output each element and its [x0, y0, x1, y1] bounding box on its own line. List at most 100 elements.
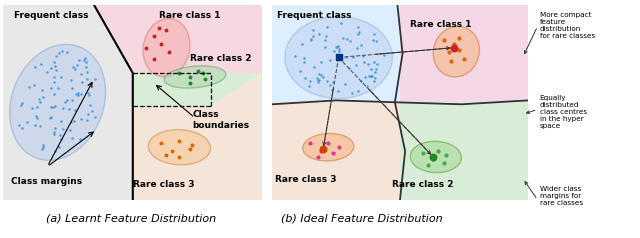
Point [174, 139, 184, 143]
Point [31, 105, 42, 109]
Point [56, 75, 66, 79]
Text: Wider class
margins for
rare classes: Wider class margins for rare classes [540, 186, 582, 206]
Point [345, 40, 355, 43]
Point [76, 92, 86, 95]
Point [84, 93, 94, 97]
Point [54, 133, 65, 137]
Point [81, 70, 92, 74]
Point [185, 81, 195, 85]
Point [360, 75, 370, 79]
Point [438, 161, 449, 165]
Text: Rare class 1: Rare class 1 [159, 11, 220, 20]
Point [47, 105, 58, 109]
Point [428, 157, 438, 161]
Point [29, 83, 39, 87]
Point [423, 163, 433, 167]
Point [86, 109, 97, 113]
Point [36, 147, 47, 151]
Point [62, 98, 72, 102]
Point [42, 70, 52, 74]
Point [333, 44, 343, 48]
Point [441, 153, 451, 157]
Text: Rare class 2: Rare class 2 [392, 180, 454, 189]
Point [307, 37, 317, 41]
Point [323, 141, 333, 145]
Point [45, 115, 56, 119]
Point [49, 92, 60, 95]
Point [327, 89, 337, 92]
Point [51, 68, 61, 72]
Point [369, 32, 380, 36]
Point [65, 128, 75, 132]
Point [347, 91, 357, 94]
Point [72, 63, 82, 66]
Text: Frequent class: Frequent class [277, 11, 351, 20]
Point [316, 60, 326, 64]
Point [328, 151, 339, 155]
Point [319, 39, 330, 42]
Point [81, 65, 92, 69]
Text: More compact
feature
distribution
for rare classes: More compact feature distribution for ra… [540, 12, 595, 39]
Point [300, 76, 310, 80]
Point [305, 141, 316, 145]
Point [188, 143, 198, 147]
Ellipse shape [285, 16, 392, 99]
Point [314, 78, 324, 82]
Point [329, 49, 339, 53]
Point [309, 65, 319, 69]
Point [348, 55, 358, 59]
Point [161, 28, 172, 32]
Polygon shape [3, 5, 133, 200]
Point [449, 46, 459, 50]
Point [38, 143, 49, 146]
Point [344, 66, 354, 70]
Point [148, 58, 159, 61]
Point [66, 120, 76, 124]
Point [68, 119, 79, 123]
Point [154, 26, 164, 30]
Point [70, 93, 81, 96]
Point [53, 86, 63, 90]
Point [49, 64, 60, 68]
Polygon shape [94, 5, 262, 73]
Point [314, 32, 324, 36]
Point [369, 60, 379, 64]
Point [56, 137, 67, 141]
Point [64, 108, 74, 111]
Point [369, 70, 380, 74]
Point [308, 34, 318, 38]
Point [298, 56, 308, 60]
Point [358, 54, 368, 58]
Point [24, 85, 34, 89]
Point [156, 42, 166, 46]
Point [438, 38, 449, 42]
Point [305, 39, 316, 42]
Point [31, 116, 42, 120]
Point [336, 21, 346, 25]
Point [353, 32, 364, 35]
Point [49, 132, 59, 136]
Point [60, 100, 70, 104]
Point [334, 49, 344, 53]
Point [82, 118, 92, 122]
Point [332, 45, 342, 49]
Point [331, 45, 341, 49]
Point [371, 39, 381, 43]
Ellipse shape [148, 130, 211, 165]
Point [174, 71, 184, 75]
Point [444, 50, 454, 54]
Point [366, 68, 376, 71]
Point [81, 60, 92, 64]
Point [50, 149, 60, 153]
Point [185, 75, 195, 79]
Point [54, 145, 64, 149]
Point [73, 91, 83, 95]
Point [37, 88, 47, 92]
Point [46, 66, 56, 70]
Point [67, 86, 77, 90]
Point [83, 91, 93, 94]
Point [340, 82, 350, 85]
Polygon shape [133, 73, 262, 106]
Point [446, 60, 456, 63]
Point [141, 46, 151, 50]
